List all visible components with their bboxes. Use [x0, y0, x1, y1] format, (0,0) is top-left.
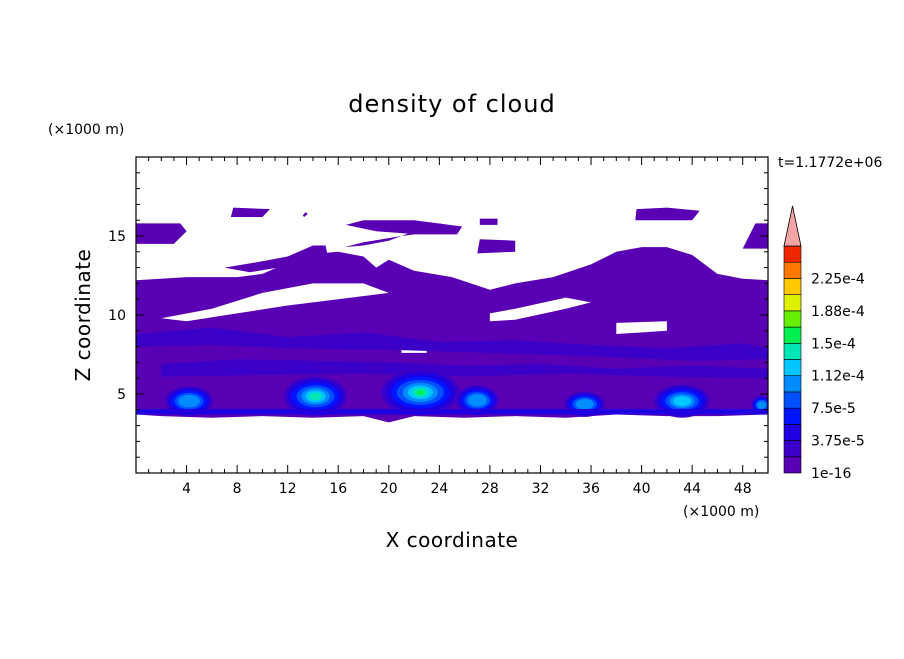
plume-2-level-7 — [416, 389, 425, 396]
x-tick-label: 20 — [380, 481, 398, 497]
plume-1-level-6 — [309, 392, 322, 401]
cloud-patch-6 — [477, 239, 516, 254]
y-tick-label: 15 — [108, 229, 126, 245]
x-tick-label: 4 — [182, 481, 191, 497]
chart-title: density of cloud — [348, 90, 555, 118]
x-tick-label: 8 — [233, 481, 242, 497]
colorbar-label: 1.12e-4 — [811, 369, 865, 385]
colorbar-swatch — [783, 310, 802, 328]
cloud-patch-9 — [302, 212, 308, 217]
colorbar-swatch — [783, 456, 802, 474]
colorbar-label: 1.88e-4 — [811, 304, 865, 320]
x-tick-label: 32 — [532, 481, 550, 497]
x-tick-label: 48 — [734, 481, 752, 497]
colorbar-swatch — [783, 407, 802, 425]
x-tick-label: 24 — [430, 481, 448, 497]
cloud-patch-10 — [224, 245, 329, 273]
x-tick-label: 16 — [329, 481, 347, 497]
x-axis: 4 8 12 16 20 24 28 32 36 40 44 48 — [148, 157, 756, 497]
cloud-patch-1 — [136, 223, 187, 244]
x-tick-label: 12 — [279, 481, 297, 497]
cloud-patch-4 — [230, 207, 270, 217]
cloud-field — [136, 207, 768, 423]
cloud-layer-mid-low — [161, 359, 768, 379]
colorbar-swatch — [783, 261, 802, 279]
y-unit-label: (×1000 m) — [48, 122, 124, 138]
colorbar-swatch — [783, 278, 802, 295]
colorbar-swatch — [783, 391, 802, 409]
x-tick-label: 44 — [683, 481, 701, 497]
x-tick-label: 40 — [633, 481, 651, 497]
colorbar-label: 3.75e-5 — [811, 434, 865, 450]
colorbar-label: 1.5e-4 — [811, 336, 856, 352]
x-tick-label: 28 — [481, 481, 499, 497]
clear-gap-upper — [161, 283, 389, 322]
colorbar-swatch — [783, 424, 802, 441]
colorbar-swatch — [783, 359, 802, 377]
colorbar-swatch — [783, 440, 802, 458]
cloud-patch-7 — [635, 207, 700, 221]
cloud-patch-8 — [742, 223, 768, 249]
colorbar-label: 7.5e-5 — [811, 401, 856, 417]
low-layer-base — [136, 409, 768, 415]
x-axis-title: X coordinate — [386, 528, 519, 552]
time-label: t=1.1772e+06 — [778, 155, 882, 171]
y-tick-label: 10 — [108, 308, 126, 324]
plume-6-level-4 — [757, 401, 767, 410]
cloud-layer-mid — [136, 327, 768, 361]
colorbar: 1e-16 3.75e-5 7.5e-5 1.12e-4 1.5e-4 1.88e-4 2.… — [783, 205, 865, 482]
clear-gap-mid — [489, 297, 591, 322]
y-axis-title: Z coordinate — [71, 249, 95, 382]
colorbar-swatch — [783, 245, 802, 263]
plume-5-level-5 — [673, 396, 691, 407]
x-tick-label: 36 — [582, 481, 600, 497]
plume-0-level-4 — [178, 394, 200, 408]
colorbar-label: 1e-16 — [811, 466, 851, 482]
x-unit-label: (×1000 m) — [683, 504, 759, 520]
y-axis: 5 10 15 — [108, 172, 768, 458]
colorbar-swatch — [783, 342, 802, 360]
colorbar-label: 2.25e-4 — [811, 271, 865, 287]
clear-gap-right — [616, 321, 667, 334]
colorbar-extend-triangle — [783, 205, 802, 247]
colorbar-swatch — [783, 326, 802, 344]
y-tick-label: 5 — [117, 387, 126, 403]
plume-3-level-4 — [467, 394, 487, 407]
colorbar-swatch — [783, 375, 802, 393]
colorbar-swatch — [783, 294, 802, 312]
plume-4-level-4 — [575, 398, 594, 410]
cloud-patch-3 — [345, 220, 463, 235]
cloud-patch-5 — [479, 218, 498, 225]
